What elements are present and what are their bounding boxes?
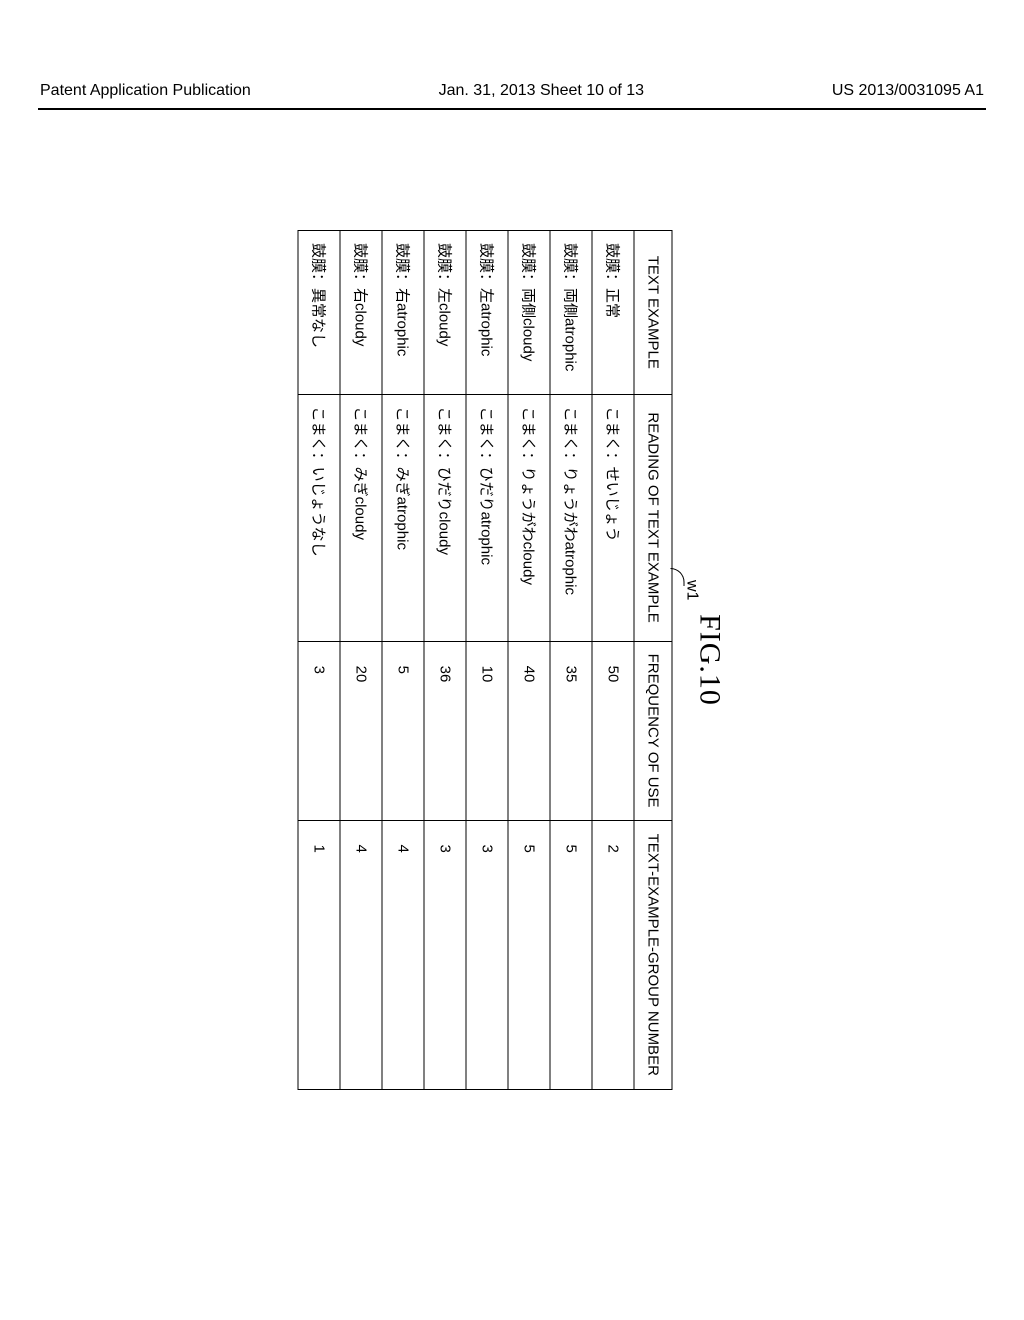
cell-frequency: 40: [508, 641, 550, 820]
table-row: 鼓膜：両側atrophic こまく：りょうがわatrophic 35 5: [550, 231, 592, 1090]
cell-text-example: 鼓膜：両側cloudy: [508, 231, 550, 395]
col-header-frequency: FREQUENCY OF USE: [634, 641, 672, 820]
cell-group: 4: [382, 820, 424, 1089]
figure-title: FIG.10: [693, 150, 727, 1170]
cell-text-example: 鼓膜：左atrophic: [466, 231, 508, 395]
figure-label-wrap: w1 TEXT EXAMPLE READING OF TEXT EXAMPLE …: [298, 150, 673, 1170]
cell-text-example: 鼓膜：右atrophic: [382, 231, 424, 395]
header-left: Patent Application Publication: [40, 82, 251, 100]
table-body: 鼓膜：正常 こまく：せいじょう 50 2 鼓膜：両側atrophic こまく：り…: [298, 231, 634, 1090]
table-row: 鼓膜：異常なし こまく：いじょうなし 3 1: [298, 231, 340, 1090]
cell-text-example: 鼓膜：正常: [592, 231, 634, 395]
table-row: 鼓膜：左cloudy こまく：ひだりcloudy 36 3: [424, 231, 466, 1090]
cell-reading: こまく：りょうがわcloudy: [508, 394, 550, 641]
figure-label: w1: [683, 580, 701, 600]
cell-group: 2: [592, 820, 634, 1089]
cell-frequency: 10: [466, 641, 508, 820]
cell-frequency: 35: [550, 641, 592, 820]
cell-text-example: 鼓膜：異常なし: [298, 231, 340, 395]
col-header-reading: READING OF TEXT EXAMPLE: [634, 394, 672, 641]
cell-reading: こまく：みぎcloudy: [340, 394, 382, 641]
table-row: 鼓膜：右cloudy こまく：みぎcloudy 20 4: [340, 231, 382, 1090]
cell-text-example: 鼓膜：左cloudy: [424, 231, 466, 395]
cell-reading: こまく：みぎatrophic: [382, 394, 424, 641]
cell-frequency: 50: [592, 641, 634, 820]
cell-group: 4: [340, 820, 382, 1089]
data-table: TEXT EXAMPLE READING OF TEXT EXAMPLE FRE…: [298, 230, 673, 1090]
table-row: 鼓膜：左atrophic こまく：ひだりatrophic 10 3: [466, 231, 508, 1090]
cell-reading: こまく：ひだりcloudy: [424, 394, 466, 641]
cell-reading: こまく：いじょうなし: [298, 394, 340, 641]
cell-group: 5: [508, 820, 550, 1089]
header-center: Jan. 31, 2013 Sheet 10 of 13: [439, 82, 645, 100]
header-right: US 2013/0031095 A1: [832, 82, 984, 100]
table-row: 鼓膜：右atrophic こまく：みぎatrophic 5 4: [382, 231, 424, 1090]
cell-text-example: 鼓膜：両側atrophic: [550, 231, 592, 395]
cell-frequency: 5: [382, 641, 424, 820]
cell-frequency: 20: [340, 641, 382, 820]
figure-area: FIG.10 w1 TEXT EXAMPLE READING OF TEXT E…: [298, 150, 727, 1170]
table-row: 鼓膜：正常 こまく：せいじょう 50 2: [592, 231, 634, 1090]
col-header-group-number: TEXT-EXAMPLE-GROUP NUMBER: [634, 820, 672, 1089]
cell-group: 1: [298, 820, 340, 1089]
page-header: Patent Application Publication Jan. 31, …: [0, 82, 1024, 100]
cell-reading: こまく：せいじょう: [592, 394, 634, 641]
cell-group: 3: [466, 820, 508, 1089]
cell-reading: こまく：ひだりatrophic: [466, 394, 508, 641]
cell-group: 3: [424, 820, 466, 1089]
table-row: 鼓膜：両側cloudy こまく：りょうがわcloudy 40 5: [508, 231, 550, 1090]
cell-reading: こまく：りょうがわatrophic: [550, 394, 592, 641]
cell-group: 5: [550, 820, 592, 1089]
cell-frequency: 36: [424, 641, 466, 820]
cell-frequency: 3: [298, 641, 340, 820]
header-rule: [38, 108, 986, 110]
cell-text-example: 鼓膜：右cloudy: [340, 231, 382, 395]
col-header-text-example: TEXT EXAMPLE: [634, 231, 672, 395]
table-header-row: TEXT EXAMPLE READING OF TEXT EXAMPLE FRE…: [634, 231, 672, 1090]
